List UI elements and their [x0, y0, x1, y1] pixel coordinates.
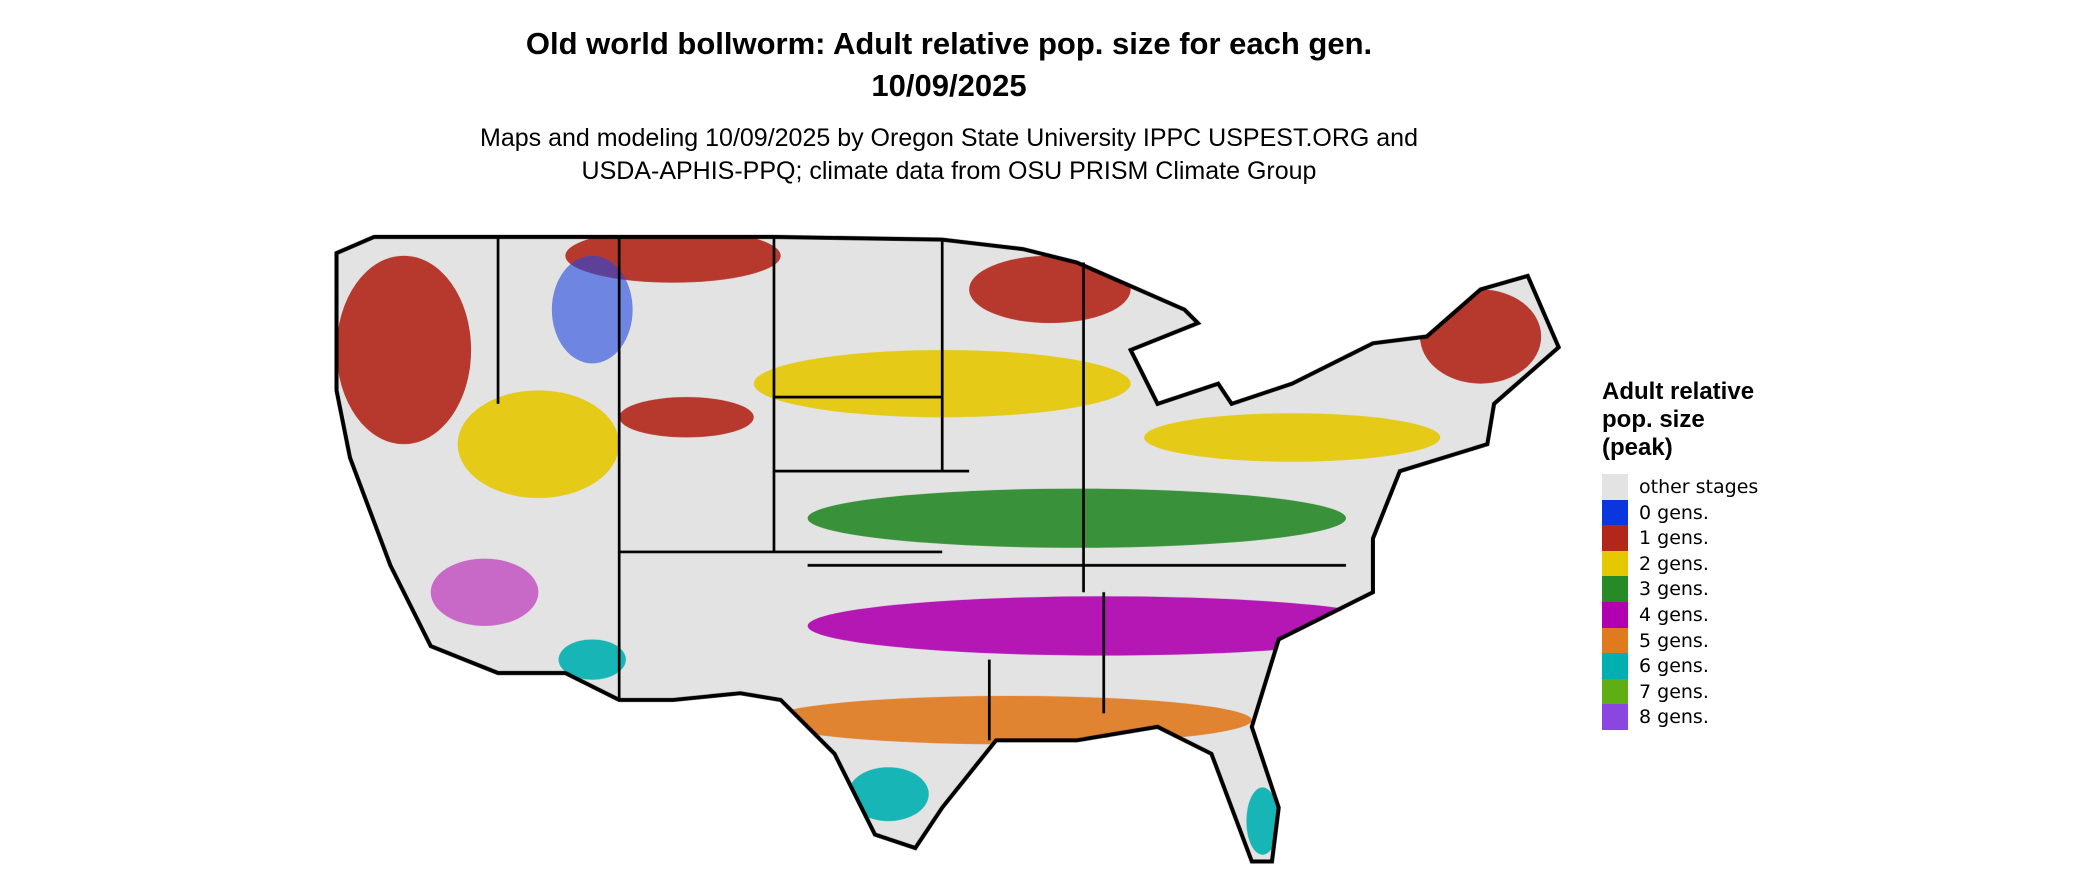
legend-label: 0 gens.	[1639, 501, 1709, 524]
zone	[847, 767, 929, 822]
outline	[334, 234, 1562, 864]
legend-swatch	[1602, 576, 1628, 603]
zone	[619, 397, 754, 438]
legend-label: other stages	[1639, 476, 1759, 498]
zone	[807, 488, 1346, 548]
legend-label: 1 gens.	[1639, 527, 1709, 550]
land	[336, 236, 1559, 862]
title: Old world bollworm: Adult relative pop. …	[525, 26, 1373, 61]
zone	[558, 639, 626, 680]
legend-swatch	[1602, 474, 1628, 500]
date: 10/09/2025	[871, 68, 1027, 103]
us-map	[334, 234, 1562, 864]
zone	[336, 255, 472, 445]
subtitle: Maps and modeling 10/09/2025 by Oregon S…	[480, 124, 1418, 152]
border	[496, 236, 1346, 741]
legend-label: 5 gens.	[1639, 629, 1709, 652]
state-borders	[496, 236, 1346, 741]
legend-label: 7 gens.	[1639, 680, 1709, 703]
zone	[1420, 289, 1542, 384]
legend-label: 6 gens.	[1639, 655, 1709, 678]
legend-label: 3 gens.	[1639, 578, 1709, 601]
zone	[969, 255, 1131, 324]
legend-swatch	[1602, 678, 1628, 705]
legend-swatch	[1602, 602, 1628, 628]
subtitle: USDA-APHIS-PPQ; climate data from OSU PR…	[581, 157, 1317, 185]
zone	[457, 390, 620, 499]
legend-swatch	[1602, 525, 1628, 552]
legend-swatch	[1602, 653, 1628, 680]
legend-swatch	[1602, 499, 1628, 526]
zone	[430, 558, 539, 626]
legend-swatch	[1602, 550, 1628, 577]
map	[334, 234, 1562, 864]
legend-swatch	[1602, 704, 1628, 731]
zone	[551, 255, 633, 364]
legend-swatch	[1602, 627, 1628, 654]
legend-label: 8 gens.	[1639, 706, 1709, 729]
zone	[1144, 413, 1441, 462]
legend-title: Adult relative pop. size (peak)	[1602, 378, 1755, 461]
legend-label: 2 gens.	[1639, 552, 1709, 575]
legend-label: 4 gens.	[1639, 604, 1709, 626]
zone	[1246, 787, 1279, 855]
